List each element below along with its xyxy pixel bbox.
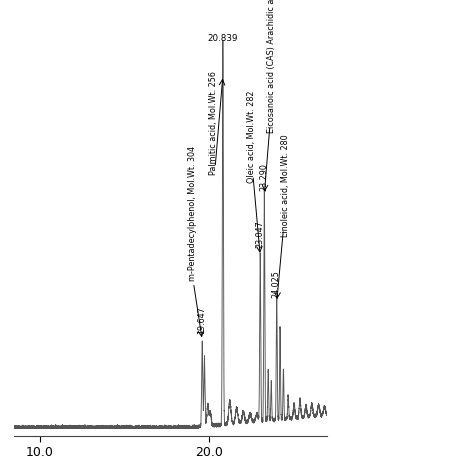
Text: Linoleic acid, Mol.Wt. 280: Linoleic acid, Mol.Wt. 280 bbox=[281, 134, 290, 237]
Text: m-Pentadecylphenol, Mol.Wt. 304: m-Pentadecylphenol, Mol.Wt. 304 bbox=[188, 146, 197, 281]
Text: 23.290: 23.290 bbox=[259, 163, 268, 191]
Text: Oleic acid, Mol.Wt. 282: Oleic acid, Mol.Wt. 282 bbox=[247, 91, 256, 183]
Text: 19.647: 19.647 bbox=[197, 307, 206, 335]
Text: Eicosanoic acid (CAS) Arachidic acid, Mol.Wt. 312: Eicosanoic acid (CAS) Arachidic acid, Mo… bbox=[267, 0, 276, 133]
Text: 24.025: 24.025 bbox=[271, 270, 280, 298]
Text: Palmitic acid, Mol.Wt. 256: Palmitic acid, Mol.Wt. 256 bbox=[209, 72, 218, 175]
Text: 20.839: 20.839 bbox=[208, 34, 238, 43]
Text: 23.047: 23.047 bbox=[255, 220, 264, 248]
